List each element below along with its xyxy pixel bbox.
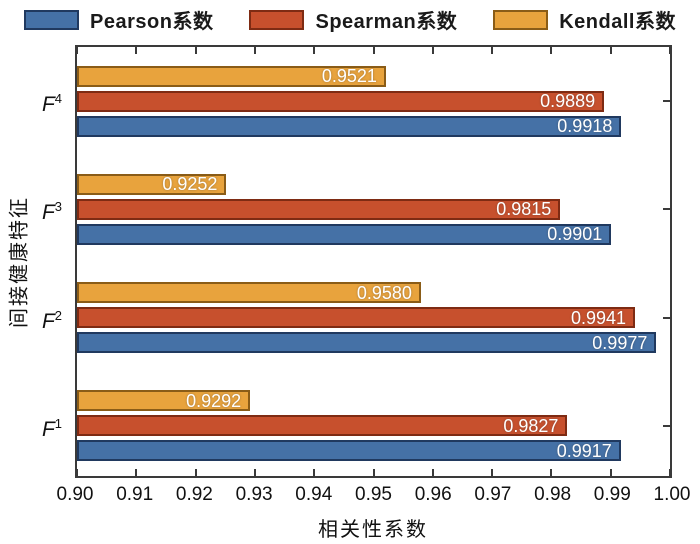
x-tick-mark	[550, 469, 553, 476]
x-tick-mark	[550, 47, 553, 54]
x-tick-label: 0.99	[593, 484, 631, 505]
bar-value-label: 0.9815	[496, 199, 552, 220]
legend-label-spearman: Spearman系数	[315, 11, 458, 33]
y-tick-mark	[663, 208, 670, 211]
category-label-F1: F1	[41, 415, 62, 441]
x-tick-mark	[135, 469, 138, 476]
bar-value-label: 0.9977	[592, 332, 648, 353]
bar-Spearman系数-F2: 0.9941	[77, 307, 635, 329]
bar-row: 0.9977	[77, 332, 670, 354]
x-tick-mark	[609, 47, 612, 54]
bar-value-label: 0.9918	[557, 116, 613, 137]
spearman-swatch-icon	[249, 9, 305, 30]
bar-Kendall系数-F4: 0.9521	[77, 65, 386, 87]
kendall-swatch-icon	[493, 9, 549, 30]
legend-label-pearson: Pearson系数	[90, 11, 214, 33]
x-tick-mark	[372, 47, 375, 54]
bar-row: 0.9521	[77, 65, 670, 87]
bar-value-label: 0.9252	[162, 174, 218, 195]
x-tick-mark	[253, 469, 256, 476]
x-tick-mark	[194, 469, 197, 476]
x-tick-label: 0.90	[56, 484, 94, 505]
bar-row: 0.9292	[77, 390, 670, 412]
x-tick-label: 0.92	[175, 484, 213, 505]
x-tick-mark	[431, 469, 434, 476]
legend-item-spearman: Spearman系数	[249, 5, 457, 34]
bar-Kendall系数-F2: 0.9580	[77, 282, 421, 304]
x-tick-mark	[313, 47, 316, 54]
bar-value-label: 0.9889	[540, 91, 596, 112]
bar-value-label: 0.9941	[570, 307, 626, 328]
bar-row: 0.9918	[77, 115, 670, 137]
legend-label-kendall: Kendall系数	[559, 11, 676, 33]
x-tick-label: 0.95	[355, 484, 392, 505]
bar-Pearson系数-F1: 0.9917	[77, 440, 621, 462]
bar-Spearman系数-F1: 0.9827	[77, 415, 568, 437]
bar-Pearson系数-F2: 0.9977	[77, 332, 657, 354]
x-tick-mark	[491, 47, 494, 54]
bar-value-label: 0.9580	[356, 282, 412, 303]
x-tick-label: 0.97	[474, 484, 512, 505]
x-tick-mark	[431, 47, 434, 54]
bar-Pearson系数-F4: 0.9918	[77, 115, 622, 137]
bar-group-F2: 0.9580 0.9941 0.9977	[77, 264, 670, 372]
x-tick-label: 0.94	[295, 484, 333, 505]
y-tick-mark	[663, 316, 670, 319]
bar-row: 0.9580	[77, 282, 670, 304]
bar-value-label: 0.9827	[503, 415, 559, 436]
x-tick-mark	[669, 469, 671, 476]
y-tick-mark	[663, 424, 670, 427]
bar-group-F1: 0.9292 0.9827 0.9917	[77, 372, 670, 480]
x-tick-label: 0.93	[235, 484, 273, 505]
bar-row: 0.9941	[77, 307, 670, 329]
x-tick-label: 0.91	[116, 484, 154, 505]
x-tick-mark	[135, 47, 138, 54]
x-axis-title: 相关性系数	[318, 519, 428, 541]
bar-row: 0.9815	[77, 198, 670, 220]
x-tick-label: 1.00	[653, 484, 691, 505]
x-tick-label: 0.96	[414, 484, 452, 505]
pearson-swatch-icon	[24, 9, 80, 30]
x-tick-mark	[76, 469, 78, 476]
category-label-F4: F4	[41, 91, 62, 117]
x-tick-mark	[76, 47, 78, 54]
x-tick-mark	[194, 47, 197, 54]
bar-row: 0.9901	[77, 223, 670, 245]
x-tick-mark	[491, 469, 494, 476]
bar-row: 0.9889	[77, 90, 670, 112]
x-tick-mark	[609, 469, 612, 476]
x-tick-label: 0.98	[534, 484, 572, 505]
y-tick-mark	[663, 100, 670, 103]
bar-value-label: 0.9292	[186, 390, 242, 411]
x-tick-mark	[253, 47, 256, 54]
bar-group-F4: 0.9521 0.9889 0.9918	[77, 47, 670, 155]
x-tick-mark	[372, 469, 375, 476]
bar-value-label: 0.9901	[547, 224, 603, 245]
bar-value-label: 0.9917	[556, 440, 612, 461]
bar-row: 0.9917	[77, 440, 670, 462]
bar-Spearman系数-F3: 0.9815	[77, 198, 561, 220]
legend-item-kendall: Kendall系数	[493, 5, 676, 34]
bar-Kendall系数-F3: 0.9252	[77, 173, 227, 195]
bar-group-F3: 0.9252 0.9815 0.9901	[77, 155, 670, 263]
x-tick-mark	[669, 47, 671, 54]
category-label-F2: F2	[41, 307, 62, 333]
legend-item-pearson: Pearson系数	[24, 5, 213, 34]
bar-row: 0.9252	[77, 173, 670, 195]
bar-value-label: 0.9521	[321, 66, 377, 87]
bar-row: 0.9827	[77, 415, 670, 437]
bar-Spearman系数-F4: 0.9889	[77, 90, 605, 112]
bar-Kendall系数-F1: 0.9292	[77, 390, 251, 412]
bar-Pearson系数-F3: 0.9901	[77, 223, 612, 245]
category-label-F3: F3	[41, 199, 62, 225]
plot-area: 0.9521 0.9889 0.9918 0.9252 0.9815 0.9901 0.95…	[75, 45, 672, 478]
x-tick-mark	[313, 469, 316, 476]
legend: Pearson系数 Spearman系数 Kendall系数	[0, 5, 700, 34]
